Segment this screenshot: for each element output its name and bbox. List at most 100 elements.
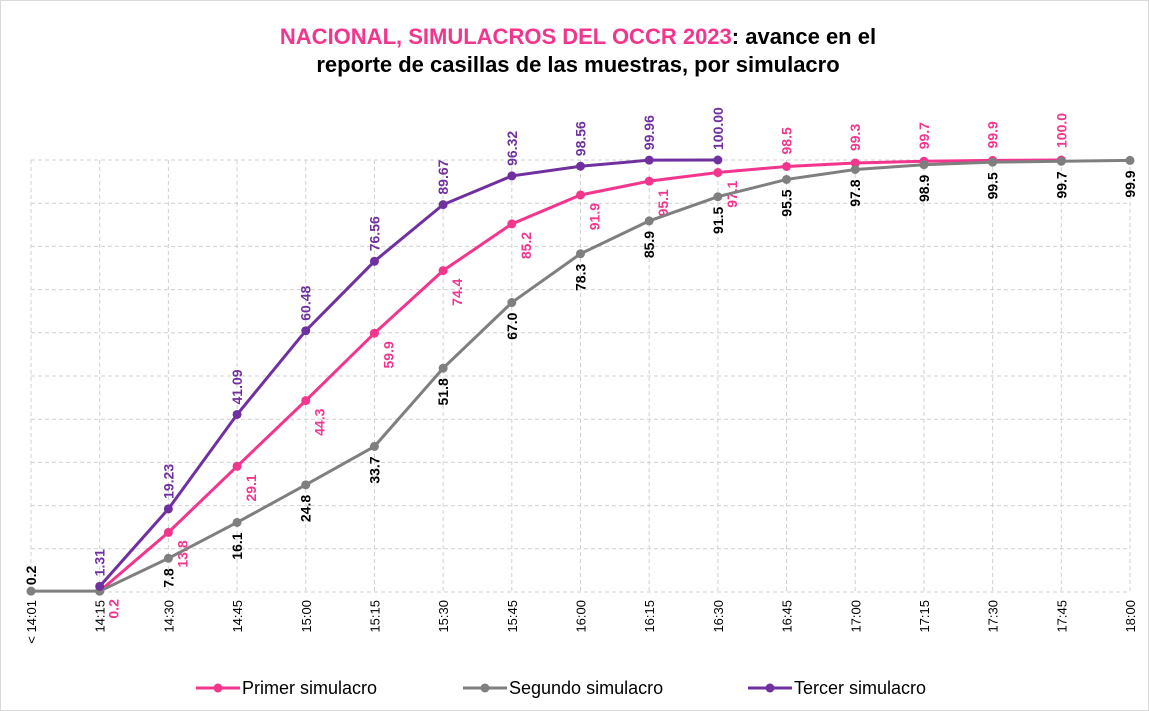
data-label: 13.8 xyxy=(174,540,190,567)
x-tick-label: 14:45 xyxy=(230,600,245,633)
legend-label: Primer simulacro xyxy=(242,678,377,698)
data-point xyxy=(1056,156,1066,166)
data-label: 98.5 xyxy=(779,127,795,154)
x-tick-label: 17:15 xyxy=(917,600,932,633)
data-point xyxy=(163,553,173,563)
x-tick-label: 16:45 xyxy=(780,600,795,633)
data-point xyxy=(163,504,173,514)
x-tick-label: 17:45 xyxy=(1054,600,1069,633)
data-label: 99.3 xyxy=(847,124,863,151)
x-tick-label: 17:30 xyxy=(986,600,1001,633)
title-highlight: NACIONAL, SIMULACROS DEL OCCR 2023 xyxy=(280,24,732,49)
data-label: 95.5 xyxy=(779,189,795,216)
data-label: 59.9 xyxy=(380,341,396,368)
data-point xyxy=(782,174,792,184)
data-point xyxy=(26,586,36,596)
data-label: 0.2 xyxy=(106,599,122,619)
data-label: 29.1 xyxy=(243,474,259,501)
data-label: 89.67 xyxy=(435,159,451,194)
data-point xyxy=(232,409,242,419)
data-point xyxy=(576,190,585,200)
title-text: : avance en el xyxy=(732,24,876,49)
data-label: 51.8 xyxy=(435,378,451,405)
x-tick-label: 17:00 xyxy=(848,600,863,633)
data-point xyxy=(95,581,105,591)
x-tick-label: 16:15 xyxy=(642,600,657,633)
data-point xyxy=(438,200,448,210)
data-label: 78.3 xyxy=(573,264,589,291)
data-label: 100.00 xyxy=(710,107,726,150)
x-tick-label: 14:15 xyxy=(93,600,108,633)
data-point xyxy=(576,249,585,259)
data-label: 97.8 xyxy=(847,179,863,206)
data-label: 19.23 xyxy=(160,464,176,499)
data-point xyxy=(507,219,517,229)
data-label: 0.2 xyxy=(23,565,39,585)
legend-label: Segundo simulacro xyxy=(509,678,663,698)
data-point xyxy=(919,160,929,170)
data-point xyxy=(713,155,723,165)
data-point xyxy=(301,326,311,336)
data-point xyxy=(438,363,448,373)
x-tick-label: 18:00 xyxy=(1123,600,1138,633)
legend: Primer simulacro Segundo simulacro Tercer … xyxy=(196,678,926,698)
x-tick-label: 14:30 xyxy=(161,600,176,633)
data-label: 99.7 xyxy=(1053,171,1069,198)
x-tick-label: 15:00 xyxy=(299,600,314,633)
data-label: 100.0 xyxy=(1053,113,1069,148)
data-label: 76.56 xyxy=(366,216,382,251)
data-point xyxy=(713,192,723,202)
data-label: 98.56 xyxy=(573,121,589,156)
data-label: 7.8 xyxy=(160,568,176,588)
x-tick-label: 16:30 xyxy=(711,600,726,633)
series-line xyxy=(98,158,718,588)
data-point xyxy=(507,298,517,308)
data-point xyxy=(988,157,998,167)
data-label: 99.5 xyxy=(985,172,1001,199)
data-point xyxy=(782,161,792,171)
legend-marker xyxy=(765,683,775,693)
data-label: 1.31 xyxy=(92,549,108,576)
data-label: 33.7 xyxy=(366,456,382,483)
x-tick-label: 15:15 xyxy=(367,600,382,633)
data-label: 99.96 xyxy=(641,115,657,150)
data-point xyxy=(850,158,860,168)
data-label: 85.2 xyxy=(518,232,534,259)
chart-title: NACIONAL, SIMULACROS DEL OCCR 2023: avan… xyxy=(280,24,876,49)
legend-label: Tercer simulacro xyxy=(794,678,926,698)
data-point xyxy=(507,171,517,181)
data-label: 24.8 xyxy=(298,495,314,522)
data-point xyxy=(163,527,173,537)
data-label: 41.09 xyxy=(229,369,245,404)
x-tick-label: 15:45 xyxy=(505,600,520,633)
x-tick-label: < 14:01 xyxy=(24,600,39,644)
data-label: 99.9 xyxy=(1122,170,1138,197)
data-point xyxy=(301,396,311,406)
data-label: 44.3 xyxy=(312,408,328,435)
data-point xyxy=(713,168,723,178)
data-point xyxy=(1125,155,1135,165)
legend-marker xyxy=(480,683,490,693)
data-point xyxy=(301,480,311,490)
data-label: 91.9 xyxy=(587,203,603,230)
data-point xyxy=(369,256,379,266)
data-point xyxy=(576,161,585,171)
data-point xyxy=(369,441,379,451)
data-point xyxy=(644,176,654,186)
data-label: 95.1 xyxy=(655,189,671,216)
data-label: 99.7 xyxy=(916,122,932,149)
data-point xyxy=(232,517,242,527)
x-tick-label: 15:30 xyxy=(436,600,451,633)
data-point xyxy=(438,266,448,276)
data-point xyxy=(232,461,242,471)
data-label: 98.9 xyxy=(916,175,932,202)
title-text: reporte de casillas de las muestras, por… xyxy=(316,52,839,77)
data-point xyxy=(644,155,654,165)
data-point xyxy=(369,328,379,338)
legend-marker xyxy=(213,683,223,693)
data-label: 91.5 xyxy=(710,207,726,234)
data-label: 96.32 xyxy=(504,131,520,166)
data-label: 74.4 xyxy=(449,278,465,305)
data-point xyxy=(644,216,654,226)
